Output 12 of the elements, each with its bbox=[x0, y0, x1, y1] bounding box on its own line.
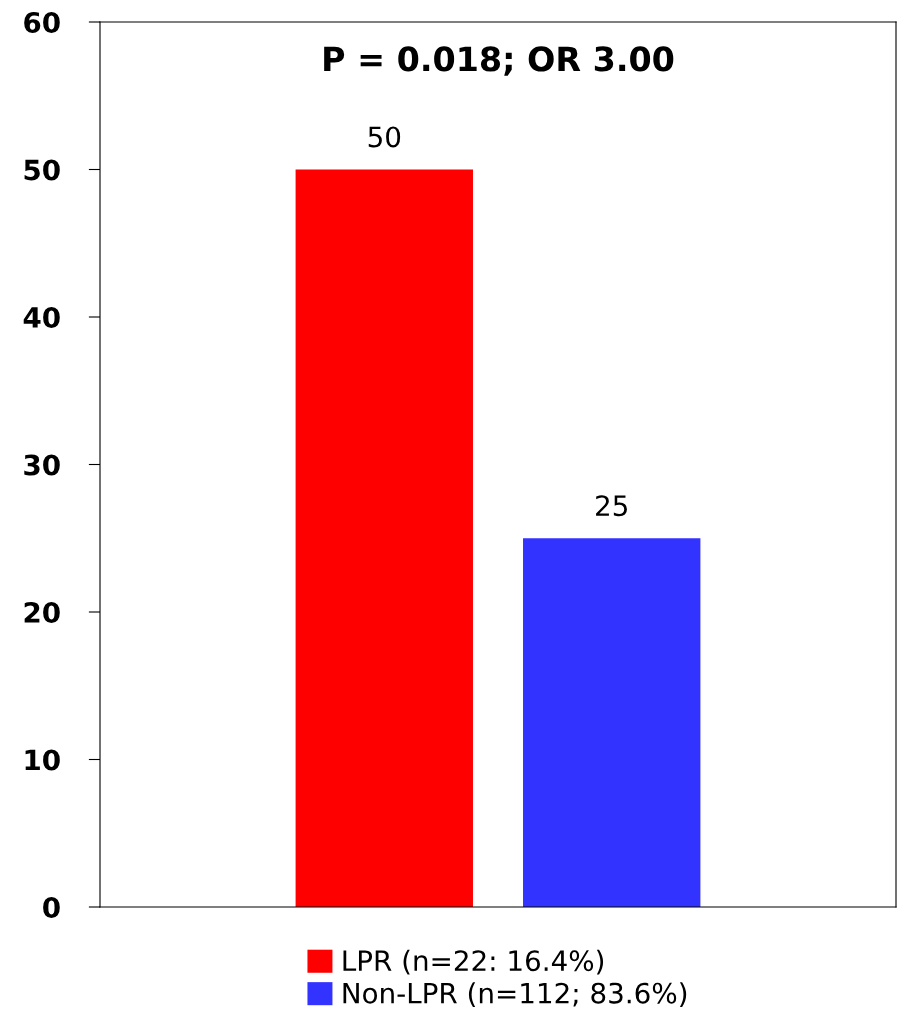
y-tick-label: 50 bbox=[24, 159, 60, 181]
data-label: 25 bbox=[596, 495, 627, 517]
data-label: 50 bbox=[368, 126, 401, 148]
y-tick-label: 60 bbox=[24, 11, 60, 33]
y-tick-label: 0 bbox=[43, 896, 60, 918]
legend-label: Non-LPR (n=112; 83.6%) bbox=[343, 982, 687, 1007]
y-tick-label: 20 bbox=[24, 601, 60, 623]
legend-label: LPR (n=22: 16.4%) bbox=[343, 949, 604, 975]
annotation: P = 0.018; OR 3.00 bbox=[324, 46, 674, 76]
y-tick-label: 10 bbox=[25, 749, 60, 771]
y-tick-label: 40 bbox=[23, 306, 60, 328]
y-tick-label: 30 bbox=[24, 454, 60, 476]
